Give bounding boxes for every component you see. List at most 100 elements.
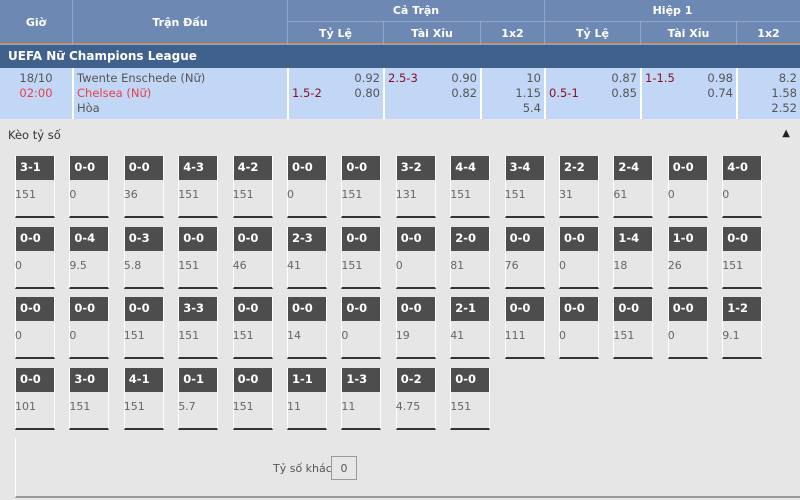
score-odds[interactable]: 4.75 [395,399,421,413]
score-odds[interactable]: 31 [559,188,573,201]
score-odds[interactable]: 151 [450,188,472,201]
score-cell[interactable]: 3-2 131 [395,156,436,218]
score-odds[interactable]: 0 [722,188,730,201]
score-cell[interactable]: 4-0 0 [722,156,763,218]
score-cell[interactable]: 0-0 46 [232,226,273,289]
score-cell[interactable]: 0-0 0 [341,297,382,359]
score-cell[interactable]: 0-0 0 [559,226,599,289]
score-odds[interactable]: 0 [69,329,77,342]
score-odds[interactable]: 5.7 [178,399,196,413]
score-cell[interactable]: 3-3 151 [178,297,219,359]
score-odds[interactable]: 76 [504,258,519,272]
score-odds[interactable]: 151 [450,399,472,413]
score-odds[interactable]: 151 [15,188,36,201]
score-odds[interactable]: 0 [559,329,566,342]
triangle-up-icon[interactable]: ▲ [782,128,790,139]
score-odds[interactable]: 61 [613,188,628,201]
score-odds[interactable]: 151 [232,329,254,342]
home-team[interactable]: Twente Enschede (Nữ) [77,71,206,85]
score-odds[interactable]: 0 [559,258,566,272]
h1-2[interactable]: 1.58 [771,86,797,100]
score-odds[interactable]: 0 [69,188,77,201]
ft-2[interactable]: 1.15 [515,86,541,100]
score-cell[interactable]: 0-0 76 [504,226,545,289]
score-odds[interactable]: 0 [15,329,22,342]
score-cell[interactable]: 1-0 26 [667,226,708,289]
h1-ou-under[interactable]: 0.74 [707,86,733,100]
score-cell[interactable]: 0-0 151 [341,226,382,289]
score-cell[interactable]: 4-1 151 [123,367,164,430]
score-cell[interactable]: 4-2 151 [232,156,273,218]
score-cell[interactable]: 0-0 151 [450,367,491,430]
score-odds[interactable]: 0 [395,258,403,272]
score-odds[interactable]: 46 [232,258,247,272]
score-odds[interactable]: 81 [450,258,465,272]
score-cell[interactable]: 0-0 14 [287,297,327,359]
score-cell[interactable]: 4-4 151 [450,156,491,218]
score-odds[interactable]: 0 [287,188,294,201]
score-cell[interactable]: 1-1 11 [287,367,327,430]
score-odds[interactable]: 151 [178,258,200,272]
score-odds[interactable]: 151 [232,399,254,413]
score-cell[interactable]: 3-4 151 [504,156,545,218]
score-odds[interactable]: 151 [341,258,363,272]
score-cell[interactable]: 0-0 0 [287,156,327,218]
score-odds[interactable]: 151 [722,258,744,272]
score-cell[interactable]: 0-0 0 [667,156,708,218]
h1-hdp-away[interactable]: 0.85 [611,86,637,100]
score-odds[interactable]: 0 [15,258,22,272]
score-odds[interactable]: 151 [341,188,363,201]
score-cell[interactable]: 0-0 0 [15,226,55,289]
score-cell[interactable]: 0-2 4.75 [395,367,436,430]
score-odds[interactable]: 19 [395,329,410,342]
score-cell[interactable]: 0-0 151 [722,226,763,289]
score-cell[interactable]: 0-0 151 [341,156,382,218]
score-odds[interactable]: 151 [123,329,145,342]
h1-1[interactable]: 8.2 [778,71,797,85]
score-odds[interactable]: 41 [287,258,301,272]
ft-x[interactable]: 5.4 [522,101,541,115]
score-cell[interactable]: 0-0 151 [178,226,219,289]
match-row[interactable]: 18/10 02:00 Twente Enschede (Nữ) Chelsea… [0,68,800,119]
ft-ou-over[interactable]: 0.90 [451,71,477,85]
score-cell[interactable]: 0-1 5.7 [178,367,219,430]
score-cell[interactable]: 0-0 101 [15,367,55,430]
score-odds[interactable]: 151 [69,399,91,413]
score-odds[interactable]: 131 [395,188,417,201]
score-cell[interactable]: 0-0 111 [504,297,545,359]
score-cell[interactable]: 0-0 0 [559,297,599,359]
score-cell[interactable]: 0-0 0 [667,297,708,359]
h1-x[interactable]: 2.52 [771,101,797,115]
score-cell[interactable]: 0-0 151 [232,367,273,430]
ft-hdp-away[interactable]: 0.80 [354,86,380,100]
score-odds[interactable]: 151 [178,188,200,201]
score-cell[interactable]: 0-0 151 [613,297,654,359]
score-cell[interactable]: 0-0 0 [69,156,110,218]
score-cell[interactable]: 0-0 151 [232,297,273,359]
score-odds[interactable]: 11 [341,399,356,413]
score-odds[interactable]: 41 [450,329,465,342]
score-odds[interactable]: 151 [232,188,254,201]
score-odds[interactable]: 14 [287,329,301,342]
score-cell[interactable]: 3-0 151 [69,367,110,430]
score-cell[interactable]: 0-0 36 [123,156,164,218]
score-odds[interactable]: 151 [123,399,145,413]
score-cell[interactable]: 0-0 0 [15,297,55,359]
score-cell[interactable]: 2-1 41 [450,297,491,359]
score-odds[interactable]: 151 [504,188,526,201]
ft-ou-under[interactable]: 0.82 [451,86,477,100]
score-odds[interactable]: 101 [15,399,36,413]
score-odds[interactable]: 26 [667,258,682,272]
ft-1[interactable]: 10 [526,71,541,85]
score-cell[interactable]: 1-2 9.1 [722,297,763,359]
score-cell[interactable]: 0-0 0 [395,226,436,289]
score-odds[interactable]: 9.1 [722,329,740,342]
score-cell[interactable]: 2-0 81 [450,226,491,289]
other-score-value[interactable]: 0 [331,456,357,480]
score-cell[interactable]: 2-2 31 [559,156,599,218]
h1-hdp-home[interactable]: 0.87 [611,71,637,85]
score-odds[interactable]: 111 [504,329,526,342]
correct-score-header[interactable]: Kèo tỷ số ▲ [0,120,800,150]
score-odds[interactable]: 5.8 [123,258,142,272]
score-odds[interactable]: 0 [667,329,675,342]
